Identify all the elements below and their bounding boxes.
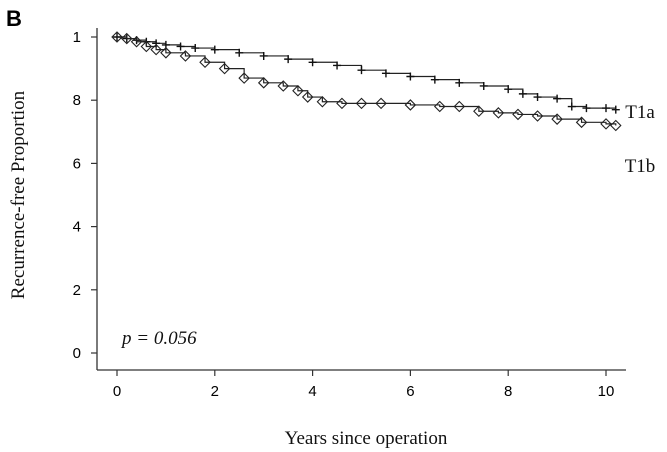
- censor-mark: [308, 58, 317, 67]
- censor-mark: [292, 84, 304, 97]
- x-tick-label: 8: [504, 383, 512, 400]
- censor-mark: [533, 93, 542, 102]
- censor-mark: [504, 85, 513, 94]
- censor-mark: [336, 97, 348, 110]
- censor-mark: [602, 104, 610, 113]
- censor-mark: [531, 110, 544, 122]
- censor-mark: [210, 45, 219, 54]
- censor-mark: [433, 100, 446, 113]
- censor-mark: [150, 43, 162, 56]
- censor-mark: [333, 61, 342, 70]
- censor-mark: [479, 81, 488, 90]
- x-tick-label: 0: [113, 383, 121, 400]
- censor-mark: [121, 32, 133, 45]
- series-T1b: T1b: [111, 31, 656, 177]
- x-tick-label: 6: [406, 383, 414, 400]
- censor-mark: [316, 96, 329, 108]
- censor-mark: [582, 104, 591, 113]
- censor-mark: [284, 55, 293, 64]
- censor-mark: [259, 51, 268, 60]
- censor-mark: [111, 31, 123, 43]
- censor-mark: [235, 48, 244, 57]
- censor-mark: [357, 66, 366, 75]
- series-label-T1b: T1b: [625, 156, 656, 177]
- y-tick-label: 4: [73, 219, 81, 236]
- censor-mark: [492, 107, 505, 119]
- x-tick-label: 2: [211, 383, 219, 400]
- censor-mark: [160, 47, 172, 59]
- censor-mark: [257, 77, 270, 89]
- censor-mark: [277, 80, 290, 92]
- p-value-annotation: p = 0.056: [120, 328, 197, 349]
- series-T1a: T1a: [113, 33, 655, 123]
- x-tick-label: 4: [308, 383, 316, 400]
- y-axis-label: Recurrence-free Proportion: [8, 90, 29, 299]
- y-tick-label: 0: [73, 345, 81, 362]
- censor-mark: [518, 89, 527, 98]
- censor-mark: [453, 100, 466, 113]
- x-axis-label: Years since operation: [285, 428, 448, 449]
- panel-label: B: [6, 6, 22, 31]
- censor-mark: [610, 119, 622, 132]
- censor-mark: [176, 42, 185, 51]
- series-line-T1b: [117, 36, 617, 126]
- y-tick-label: 1: [73, 29, 81, 46]
- series-label-T1a: T1a: [625, 102, 655, 123]
- censor-mark: [455, 78, 464, 87]
- censor-mark: [473, 105, 485, 118]
- censor-mark: [130, 35, 143, 48]
- y-tick-label: 8: [73, 92, 81, 109]
- censor-mark: [406, 72, 415, 81]
- censor-mark: [575, 116, 588, 129]
- censor-mark: [218, 62, 231, 75]
- series-layer: T1a T1b: [111, 31, 656, 177]
- censor-mark: [199, 56, 211, 69]
- censor-mark: [551, 113, 563, 125]
- y-tick-label: 2: [73, 282, 81, 299]
- censor-mark: [191, 44, 200, 53]
- censor-mark: [140, 40, 153, 53]
- x-tick-label: 10: [598, 383, 615, 400]
- censor-mark: [179, 50, 192, 62]
- axes: 0 2 4 6 8 10 0 2 4 6 8 1: [73, 28, 626, 400]
- censor-mark: [430, 75, 439, 84]
- censor-mark: [567, 102, 576, 111]
- censor-mark: [600, 118, 612, 130]
- censor-mark: [355, 97, 368, 110]
- censor-mark: [611, 105, 620, 114]
- censor-mark: [512, 108, 524, 121]
- y-tick-label: 6: [73, 155, 81, 172]
- censor-mark: [301, 91, 314, 103]
- censor-mark: [238, 72, 250, 84]
- censor-mark: [404, 99, 417, 111]
- censor-mark: [381, 69, 390, 78]
- censor-mark: [375, 97, 387, 110]
- censor-mark: [553, 94, 562, 103]
